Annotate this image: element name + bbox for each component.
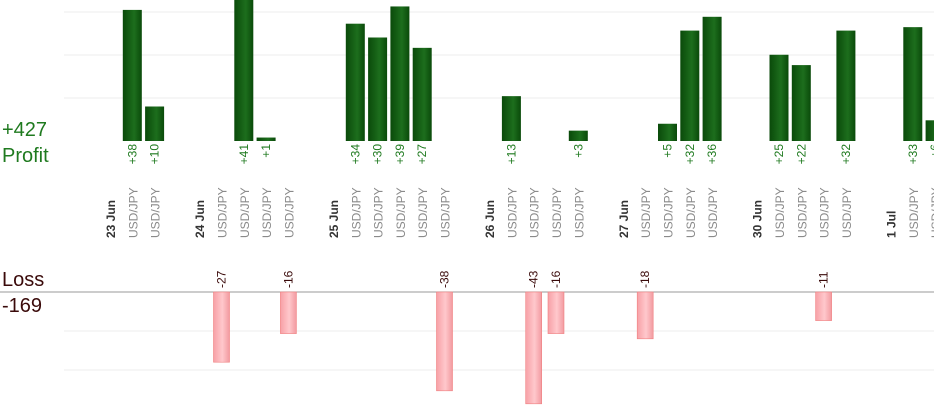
loss-label: Loss [2, 269, 45, 291]
pair-label: USD/JPY [126, 187, 140, 238]
profit-bar [568, 130, 588, 141]
profit-value-label: +6 [928, 144, 934, 158]
pair-label: USD/JPY [260, 187, 274, 238]
profit-bar [368, 37, 388, 141]
date-label: 30 Jun [751, 200, 765, 238]
pair-label: USD/JPY [372, 187, 386, 238]
profit-bars: +38 +10 +41 +1 +34 +30 +39 +27 +13 +3 +5 +32 +36 +25 +… [122, 0, 934, 165]
loss-value-label: -43 [527, 270, 541, 288]
loss-value-label: -38 [438, 270, 452, 288]
pair-label: USD/JPY [216, 187, 230, 238]
profit-bar [658, 123, 677, 141]
pair-label: USD/JPY [416, 187, 430, 238]
category-labels: 23 Jun USD/JPY USD/JPY 24 Jun USD/JPY USD/JPY… [104, 187, 934, 238]
profit-value-label: +41 [237, 144, 251, 165]
loss-bar [636, 291, 654, 340]
pair-label: USD/JPY [684, 187, 698, 238]
profit-value-label: +22 [794, 144, 808, 165]
profit-value-label: +34 [348, 144, 362, 165]
pair-label: USD/JPY [349, 187, 363, 238]
profit-bar [256, 137, 276, 141]
profit-value-label: +32 [683, 144, 697, 165]
pair-label: USD/JPY [818, 187, 832, 238]
loss-value-label: -11 [817, 271, 831, 288]
profit-bar [234, 0, 254, 141]
profit-bar [122, 9, 142, 142]
pair-label: USD/JPY [528, 187, 542, 238]
profit-value-label: +33 [906, 144, 920, 165]
date-label: 25 Jun [327, 200, 341, 238]
pair-label: USD/JPY [282, 187, 296, 238]
profit-value-label: +1 [259, 144, 273, 158]
profit-bar [836, 30, 856, 142]
pair-label: USD/JPY [706, 187, 720, 238]
date-label: 24 Jun [193, 200, 207, 238]
loss-value-label: -16 [549, 270, 563, 288]
profit-value-label: +32 [839, 144, 853, 165]
profit-value-label: +13 [504, 144, 518, 165]
pair-label: USD/JPY [795, 187, 809, 238]
pair-label: USD/JPY [505, 187, 519, 238]
profit-value-label: +25 [772, 144, 786, 165]
loss-bar [280, 291, 297, 334]
pair-label: USD/JPY [394, 187, 408, 238]
profit-label: Profit [2, 145, 49, 167]
pair-label: USD/JPY [439, 187, 453, 238]
loss-total: -169 [2, 295, 43, 317]
date-label: 1 Jul [885, 211, 899, 238]
profit-value-label: +10 [148, 144, 162, 165]
profit-value-label: +36 [705, 144, 719, 165]
pair-label: USD/JPY [639, 187, 653, 238]
profit-bar [925, 120, 934, 141]
gridlines [0, 11, 934, 371]
pair-label: USD/JPY [572, 187, 586, 238]
profit-value-label: +38 [125, 144, 139, 165]
pair-label: USD/JPY [550, 187, 564, 238]
profit-bar [412, 47, 432, 141]
profit-value-label: +27 [415, 144, 429, 165]
pair-label: USD/JPY [662, 187, 676, 238]
pair-label: USD/JPY [773, 187, 787, 238]
loss-value-label: -16 [281, 270, 295, 288]
loss-bar [547, 291, 565, 334]
loss-value-label: -18 [638, 270, 652, 288]
pair-label: USD/JPY [149, 187, 163, 238]
loss-bar [436, 291, 453, 392]
profit-bar [390, 6, 410, 142]
pair-label: USD/JPY [840, 187, 854, 238]
profit-bar [702, 16, 722, 141]
profit-bar [791, 65, 811, 141]
profit-bar [501, 96, 521, 141]
profit-bar [145, 106, 165, 141]
pair-label: USD/JPY [907, 187, 921, 238]
date-label: 23 Jun [104, 200, 118, 238]
profit-value-label: +3 [571, 144, 585, 158]
loss-value-label: -27 [215, 270, 229, 288]
profit-value-label: +30 [371, 144, 385, 165]
date-label: 26 Jun [483, 200, 497, 238]
loss-bar [525, 291, 543, 405]
loss-bar [815, 291, 832, 321]
profit-bar [345, 23, 365, 142]
pair-label: USD/JPY [929, 187, 934, 238]
profit-value-label: +5 [661, 144, 675, 158]
profit-bar [769, 54, 789, 141]
loss-bar [213, 291, 230, 363]
date-label: 27 Jun [617, 200, 631, 238]
profit-bar [680, 30, 700, 142]
loss-bars: -27 -16 -38 -43 -16 -18 -11 [213, 270, 832, 405]
profit-total: +427 [2, 119, 48, 141]
pair-label: USD/JPY [238, 187, 252, 238]
profit-value-label: +39 [393, 144, 407, 165]
profit-bar [903, 27, 923, 141]
